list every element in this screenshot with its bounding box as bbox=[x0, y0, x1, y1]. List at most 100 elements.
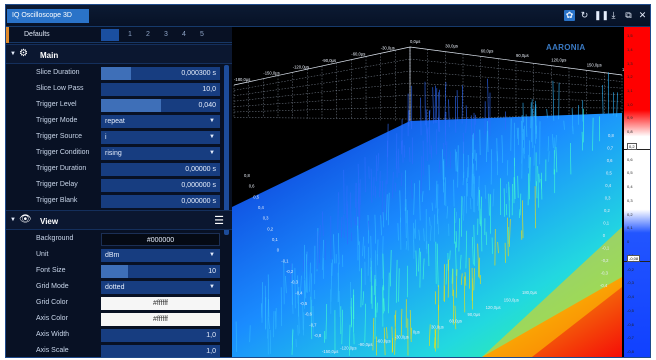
axis-color-label: Axis Color bbox=[36, 315, 68, 322]
row-trigger-source: Trigger Source i ▼ bbox=[6, 129, 224, 145]
trigger-condition-select[interactable]: rising ▼ bbox=[101, 147, 220, 160]
noise-spike bbox=[392, 171, 394, 199]
window-title-tab[interactable]: IQ Oscilloscope 3D bbox=[7, 9, 89, 23]
noise-spike bbox=[496, 138, 498, 176]
window-icon[interactable]: ⧉ bbox=[625, 10, 632, 20]
trigger-source-select[interactable]: i ▼ bbox=[101, 131, 220, 144]
grid-line bbox=[409, 94, 623, 102]
noise-spike bbox=[497, 241, 499, 254]
collapse-chevron-icon[interactable]: ▼ bbox=[10, 217, 16, 223]
noise-spike bbox=[462, 171, 465, 186]
plot-3d-canvas[interactable]: -180,0µs-150,0µs-120,0µs-90,0µs-60,0µs-3… bbox=[232, 27, 624, 358]
collapse-chevron-icon[interactable]: ▼ bbox=[10, 51, 16, 57]
tab-2[interactable]: 2 bbox=[146, 31, 150, 38]
noise-spike bbox=[273, 311, 275, 338]
trigger-mode-select[interactable]: repeat ▼ bbox=[101, 115, 220, 128]
row-trigger-mode: Trigger Mode repeat ▼ bbox=[6, 113, 224, 129]
noise-spike bbox=[468, 257, 470, 289]
panel-scrollbar[interactable] bbox=[224, 65, 229, 235]
background-color-picker[interactable]: #000000 bbox=[101, 233, 220, 246]
trigger-level-slider[interactable]: 0,040 bbox=[101, 99, 220, 112]
axis-scale-input[interactable]: 1,0 bbox=[101, 345, 220, 357]
right-axis-tick-label: 0 bbox=[603, 233, 606, 238]
section-view[interactable]: ▼ 👁 View ☰ bbox=[6, 210, 232, 230]
noise-spike bbox=[522, 200, 524, 239]
oscilloscope-3d-view[interactable]: -180,0µs -150,0µs -120,0µs -90,0µs -60,0µs -3… bbox=[232, 27, 624, 358]
color-scale-tick-label: 0,8 bbox=[627, 129, 633, 135]
bottom-axis-tick-label: 60,0µs bbox=[449, 318, 462, 323]
tab-1[interactable]: 1 bbox=[128, 31, 132, 38]
font-size-slider[interactable]: 10 bbox=[101, 265, 220, 278]
trigger-level-label: Trigger Level bbox=[36, 101, 77, 108]
pause-icon[interactable]: ❚❚ bbox=[594, 10, 610, 20]
noise-spike bbox=[466, 182, 469, 197]
noise-spike bbox=[290, 263, 292, 282]
top-axis-tick-label: -60,0µs bbox=[351, 52, 365, 57]
bottom-axis-tick-label: 90,0µs bbox=[468, 312, 481, 317]
trigger-condition-value: rising bbox=[105, 150, 122, 157]
tab-4[interactable]: 4 bbox=[182, 31, 186, 38]
axis-color-picker[interactable]: #ffffff bbox=[101, 313, 220, 326]
color-scale-tick-label: 0,6 bbox=[627, 156, 633, 162]
noise-spike bbox=[453, 179, 455, 207]
section-view-title: View bbox=[40, 217, 59, 226]
slice-duration-label: Slice Duration bbox=[36, 69, 80, 76]
color-scale-bar[interactable]: 1,51,41,31,21,11,00,90,80,70,60,50,40,30… bbox=[624, 27, 650, 357]
noise-spike bbox=[486, 130, 488, 163]
noise-spike bbox=[435, 180, 438, 209]
noise-spike bbox=[436, 243, 439, 287]
marker-top-line[interactable] bbox=[624, 149, 650, 150]
chevron-down-icon: ▼ bbox=[209, 252, 215, 258]
unit-select[interactable]: dBm ▼ bbox=[101, 249, 220, 262]
trigger-duration-input[interactable]: 0,00000 s bbox=[101, 163, 220, 176]
bottom-axis-tick-label: 30,0µs bbox=[431, 324, 444, 329]
noise-spike bbox=[318, 224, 321, 264]
noise-spike bbox=[434, 328, 437, 346]
font-size-label: Font Size bbox=[36, 267, 66, 274]
top-axis-tick-label: 30,0µs bbox=[445, 44, 458, 49]
trigger-source-value: i bbox=[105, 134, 107, 141]
noise-spike bbox=[563, 120, 565, 130]
left-axis-tick-label: 0,6 bbox=[249, 184, 255, 189]
trigger-condition-label: Trigger Condition bbox=[36, 149, 90, 156]
slice-low-pass-input[interactable]: 10,0 bbox=[101, 83, 220, 96]
grid-mode-select[interactable]: dotted ▼ bbox=[101, 281, 220, 294]
tab-3[interactable]: 3 bbox=[164, 31, 168, 38]
noise-spike bbox=[444, 177, 447, 207]
close-icon[interactable]: ✕ bbox=[638, 10, 647, 20]
noise-spike bbox=[478, 257, 481, 279]
tab-5[interactable]: 5 bbox=[200, 31, 204, 38]
color-scale-tick-label: 0,4 bbox=[627, 184, 633, 190]
noise-spike bbox=[456, 90, 458, 121]
tab-default[interactable] bbox=[101, 29, 119, 41]
trigger-delay-input[interactable]: 0,000000 s bbox=[101, 179, 220, 192]
right-axis-tick-label: -0,3 bbox=[601, 271, 609, 276]
row-trigger-duration: Trigger Duration 0,00000 s bbox=[6, 161, 224, 177]
marker-top-label[interactable]: 0,2 bbox=[627, 143, 637, 150]
noise-spike bbox=[555, 146, 558, 173]
axis-width-input[interactable]: 1,0 bbox=[101, 329, 220, 342]
noise-spike bbox=[300, 275, 302, 294]
row-grid-mode: Grid Mode dotted ▼ bbox=[6, 279, 224, 295]
chevron-down-icon: ▼ bbox=[209, 150, 215, 156]
settings-icon[interactable]: ✿ bbox=[564, 10, 575, 21]
slice-duration-slider[interactable]: 0,000300 s bbox=[101, 67, 220, 80]
marker-bottom-label[interactable]: -0,08 bbox=[627, 255, 641, 262]
refresh-icon[interactable]: ↻ bbox=[580, 10, 589, 20]
noise-spike bbox=[527, 173, 529, 206]
trigger-duration-label: Trigger Duration bbox=[36, 165, 87, 172]
grid-color-picker[interactable]: #ffffff bbox=[101, 297, 220, 310]
settings-panel: Defaults 1 2 3 4 5 ▼ ⚙ Main Slice Durati… bbox=[6, 27, 232, 357]
color-scale-tick-label: 0 bbox=[627, 239, 630, 245]
noise-spike bbox=[377, 153, 380, 172]
noise-spike bbox=[382, 253, 385, 291]
noise-spike bbox=[418, 229, 420, 241]
noise-spike bbox=[349, 192, 352, 228]
noise-spike bbox=[469, 197, 472, 210]
section-main[interactable]: ▼ ⚙ Main bbox=[6, 44, 232, 64]
menu-icon[interactable]: ☰ bbox=[214, 215, 224, 227]
chevron-down-icon: ▼ bbox=[209, 284, 215, 290]
noise-spike bbox=[505, 203, 508, 216]
trigger-blank-input[interactable]: 0,000000 s bbox=[101, 195, 220, 208]
download-icon[interactable]: ⤓ bbox=[611, 10, 616, 20]
